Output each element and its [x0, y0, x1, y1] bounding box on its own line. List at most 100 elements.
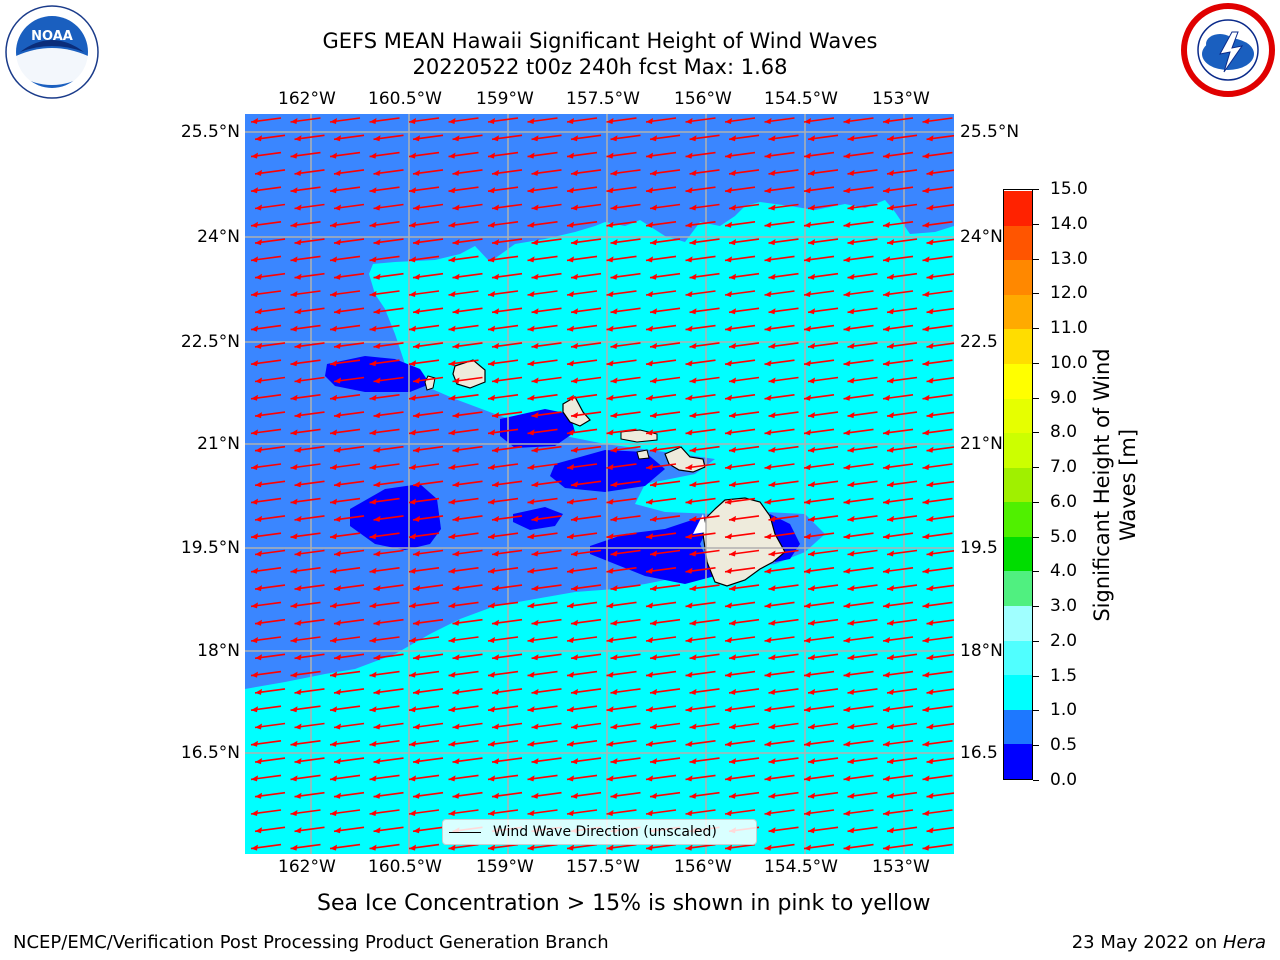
wind-wave-arrow	[886, 618, 918, 626]
wind-wave-arrow	[448, 809, 479, 816]
wind-wave-arrow	[290, 255, 321, 263]
wind-wave-arrow	[689, 791, 720, 799]
colorbar-segment	[1004, 570, 1032, 607]
legend-label: Wind Wave Direction (unscaled)	[493, 824, 717, 840]
wind-wave-arrow	[527, 636, 558, 643]
wind-wave-arrow	[527, 601, 558, 609]
wind-wave-arrow	[724, 290, 756, 297]
colorbar-segment	[1004, 190, 1032, 226]
wind-wave-arrow	[886, 688, 918, 695]
lat-label-right: 18°N	[960, 641, 1003, 661]
wind-wave-arrow	[412, 515, 444, 522]
wind-wave-arrow	[566, 117, 598, 124]
colorbar-segment	[1004, 536, 1032, 572]
wind-wave-arrow	[728, 515, 760, 522]
wind-wave-arrow	[803, 186, 835, 194]
lat-label-right: 21°N	[960, 434, 1003, 454]
graticule	[245, 114, 954, 854]
wind-wave-arrow	[764, 740, 795, 747]
wind-wave-arrow	[610, 411, 641, 419]
wind-wave-arrow	[610, 791, 641, 799]
wind-wave-arrow	[685, 428, 716, 436]
wind-wave-arrow	[566, 532, 598, 540]
wind-wave-arrow	[369, 740, 400, 747]
wind-wave-arrow	[531, 342, 562, 349]
wind-wave-arrow	[922, 670, 953, 678]
wind-wave-arrow	[294, 757, 325, 765]
wind-wave-arrow	[408, 670, 440, 678]
wind-wave-arrow	[649, 688, 681, 695]
wind-wave-arrow	[689, 480, 720, 488]
wind-wave-arrow	[487, 809, 519, 816]
wind-wave-arrow	[649, 342, 681, 349]
wind-wave-arrow	[768, 757, 799, 765]
wind-wave-arrow	[724, 774, 756, 782]
wind-wave-arrow	[724, 324, 756, 332]
wind-wave-arrow	[369, 843, 400, 851]
wind-wave-arrow	[922, 255, 953, 263]
wind-wave-arrow	[843, 117, 874, 124]
colorbar-segment	[1004, 709, 1032, 745]
wind-wave-arrow	[843, 740, 874, 747]
wind-wave-arrow	[570, 203, 602, 211]
lat-label-left: 16.5°N	[180, 743, 240, 763]
wind-wave-arrow	[491, 653, 523, 661]
map-panel	[245, 114, 954, 854]
colorbar-tick-mark	[1033, 432, 1039, 434]
lon-label-top: 153°W	[872, 89, 930, 109]
wind-wave-arrow	[926, 826, 954, 834]
wind-wave-arrow	[606, 532, 637, 540]
wind-wave-arrow	[724, 221, 756, 228]
wind-wave-arrow	[333, 445, 365, 453]
wind-wave-arrow	[294, 272, 325, 280]
wind-wave-arrow	[882, 809, 914, 816]
colorbar-tick-label: 1.0	[1050, 700, 1078, 721]
wind-wave-arrow	[527, 394, 558, 401]
wind-wave-arrow	[724, 117, 756, 124]
wind-wave-arrow	[689, 688, 720, 695]
wave-band-low	[325, 356, 430, 392]
wind-wave-arrow	[566, 255, 598, 263]
wind-wave-arrow	[847, 584, 878, 592]
colorbar-tick-mark	[1033, 536, 1039, 538]
wind-wave-arrow	[645, 567, 677, 574]
wind-wave-arrow	[847, 134, 878, 142]
wind-wave-arrow	[487, 705, 519, 713]
wind-wave-arrow	[448, 532, 479, 540]
wind-wave-arrow	[882, 117, 914, 124]
wind-wave-arrow	[886, 515, 918, 522]
wind-wave-arrow	[290, 186, 321, 194]
lon-label-top: 157.5°W	[566, 89, 640, 109]
colorbar-label: Significant Height of Wind Waves [m]	[1089, 348, 1141, 621]
colorbar-segment	[1004, 501, 1032, 537]
wind-wave-arrow	[250, 705, 282, 713]
wind-wave-arrow	[329, 670, 361, 678]
wind-wave-arrow	[649, 757, 681, 765]
wind-wave-arrow	[847, 653, 878, 661]
wind-wave-arrow	[645, 601, 677, 609]
colorbar-segment	[1004, 467, 1032, 503]
wind-wave-arrow	[531, 203, 562, 211]
wind-wave-arrow	[724, 151, 756, 159]
wind-wave-arrow	[570, 549, 602, 557]
lon-label-bottom: 160.5°W	[368, 857, 442, 877]
wind-wave-arrow	[649, 791, 681, 799]
wind-wave-arrow	[333, 653, 365, 661]
wind-wave-arrow	[369, 532, 400, 540]
wind-wave-arrow	[408, 843, 440, 851]
wind-wave-arrow	[764, 117, 795, 124]
wind-wave-arrow	[606, 290, 637, 297]
wind-wave-arrow	[570, 307, 602, 315]
lon-label-bottom: 162°W	[278, 857, 336, 877]
wind-wave-arrow	[728, 342, 760, 349]
colorbar-tick-label: 3.0	[1050, 596, 1078, 617]
wind-wave-arrow	[527, 497, 558, 505]
wind-wave-arrow	[333, 342, 365, 349]
wind-wave-arrow	[250, 359, 282, 367]
wind-wave-arrow	[685, 670, 716, 678]
wind-wave-arrow	[610, 722, 641, 730]
wind-wave-arrow	[254, 238, 286, 246]
wind-wave-arrow	[689, 549, 720, 557]
wind-wave-arrow	[724, 670, 756, 678]
wind-wave-arrow	[448, 843, 479, 851]
